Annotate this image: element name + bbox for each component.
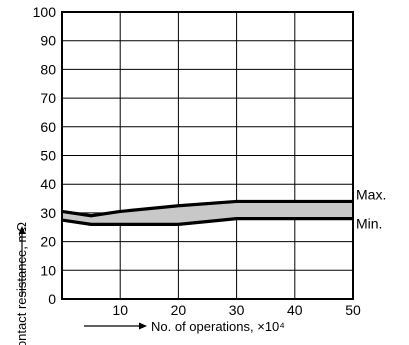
y-axis-label: Contact resistance, mΩ xyxy=(14,222,29,345)
y-tick-label: 100 xyxy=(33,4,57,20)
x-axis-arrow xyxy=(84,322,147,330)
series-lines xyxy=(61,199,353,226)
x-tick-label: 50 xyxy=(345,302,361,318)
y-tick-label: 50 xyxy=(40,148,56,164)
x-tick-labels: 10 20 30 40 50 xyxy=(112,302,361,318)
series-line-min xyxy=(61,217,353,226)
y-tick-label: 0 xyxy=(48,291,56,307)
y-tick-label: 80 xyxy=(40,61,56,77)
y-tick-labels: 0 10 20 30 40 50 60 70 80 90 100 xyxy=(33,4,57,307)
x-axis-label: No. of operations, ×10⁴ xyxy=(151,319,285,334)
series-label-max: Max. xyxy=(356,186,386,202)
y-tick-label: 40 xyxy=(40,176,56,192)
y-tick-label: 70 xyxy=(40,90,56,106)
series-line-max xyxy=(61,199,353,218)
y-axis-arrow xyxy=(18,226,26,297)
y-tick-label: 30 xyxy=(40,205,56,221)
x-tick-label: 40 xyxy=(287,302,303,318)
y-tick-label: 20 xyxy=(40,234,56,250)
x-tick-label: 20 xyxy=(171,302,187,318)
series-labels: Max. Min. xyxy=(356,186,386,231)
x-tick-label: 10 xyxy=(112,302,128,318)
y-tick-label: 60 xyxy=(40,119,56,135)
grid-lines xyxy=(62,12,353,299)
plot-frame xyxy=(61,11,354,300)
y-tick-label: 10 xyxy=(40,262,56,278)
series-label-min: Min. xyxy=(356,216,382,232)
x-tick-label: 30 xyxy=(229,302,245,318)
y-tick-label: 90 xyxy=(40,33,56,49)
